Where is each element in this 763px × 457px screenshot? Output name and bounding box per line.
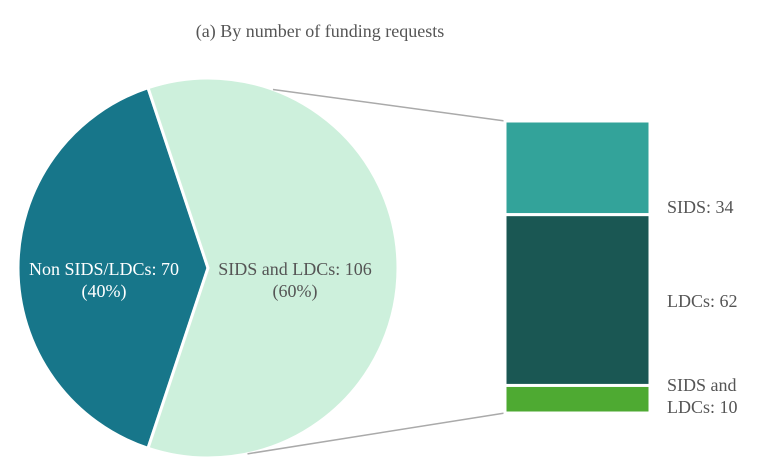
bar-segment [503,213,652,387]
pie-slice [16,85,210,451]
bar-label: SIDS and LDCs: 10 [667,375,738,417]
title-text: (a) By number of funding requests [195,21,445,41]
slice-label: SIDS and LDCs: 106 (60%) [218,259,372,301]
bar-segment [503,119,652,217]
bar-segment [503,383,652,415]
bar-label: SIDS: 34 [667,197,734,217]
bar-label: LDCs: 62 [667,291,738,311]
slice-label: Non SIDS/LDCs: 70 (40%) [28,259,180,301]
connector-line [247,412,506,455]
connector-line [272,88,506,122]
